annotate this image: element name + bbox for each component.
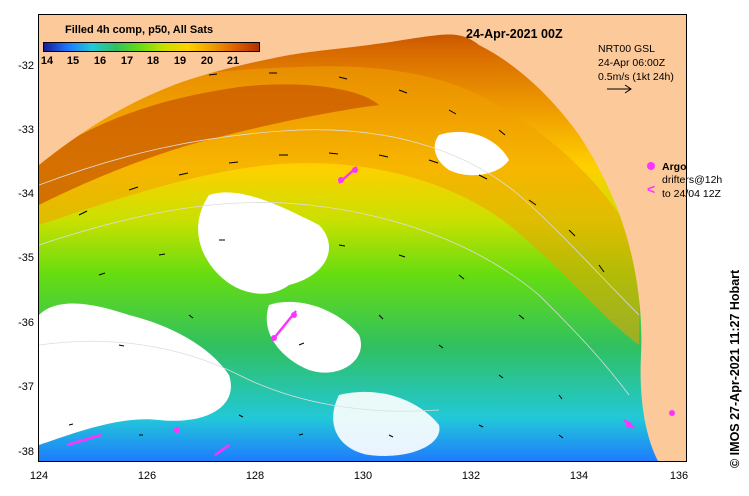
- land-mask: [39, 15, 686, 461]
- colorbar-label: 17: [120, 55, 134, 67]
- colorbar-label: 16: [93, 55, 107, 67]
- lat-tick-label: -36: [18, 317, 34, 329]
- contour-line: [39, 129, 640, 316]
- lat-tick-label: -37: [18, 381, 34, 393]
- drifter-track: [66, 433, 102, 447]
- cloud-gap-center: [198, 192, 329, 294]
- sst-field: [39, 15, 686, 461]
- cloud-gap-east: [434, 131, 509, 176]
- argo-legend-label: Argo: [662, 161, 687, 173]
- lon-tick-label: 128: [245, 470, 265, 482]
- drifter-legend-label: drifters@12h: [662, 174, 723, 186]
- argo-float: [669, 410, 675, 416]
- drifter-legend-label: to 24/04 12Z: [662, 188, 721, 200]
- model-time: 24-Apr 06:00Z: [598, 57, 666, 69]
- colorbar-label: 20: [200, 55, 214, 67]
- drifter-track: [214, 443, 230, 457]
- colorbar: [43, 42, 260, 52]
- drifter-tracks: [66, 166, 635, 457]
- contour-line: [39, 340, 440, 412]
- lon-tick-label: 136: [669, 470, 689, 482]
- lon-tick-label: 134: [569, 470, 589, 482]
- lat-tick-label: -32: [18, 60, 34, 72]
- colorbar-label: 18: [146, 55, 160, 67]
- drifter-track: [623, 419, 635, 429]
- sst-map: [38, 14, 687, 462]
- lon-tick-label: 126: [137, 470, 157, 482]
- hot-band: [39, 84, 379, 205]
- map-title: 24-Apr-2021 00Z: [466, 27, 563, 41]
- cloud-gap-west: [39, 303, 231, 445]
- lat-tick-label: -35: [18, 252, 34, 264]
- lon-tick-label: 124: [29, 470, 49, 482]
- argo-legend-icon: [647, 162, 655, 170]
- model-name: NRT00 GSL: [598, 43, 655, 55]
- lon-tick-label: 130: [353, 470, 373, 482]
- lat-tick-label: -33: [18, 124, 34, 136]
- lon-tick-label: 132: [461, 470, 481, 482]
- vector-scale: 0.5m/s (1kt 24h): [598, 71, 674, 83]
- drifter-track: [338, 166, 358, 184]
- drifter-track: [274, 310, 297, 338]
- colorbar-label: 21: [226, 55, 240, 67]
- current-arrows: [68, 72, 605, 439]
- colorbar-label: 19: [173, 55, 187, 67]
- credit-text: © IMOS 27-Apr-2021 11:27 Hobart: [728, 269, 742, 468]
- colorbar-label: 14: [40, 55, 54, 67]
- argo-float: [174, 427, 180, 433]
- colorbar-title: Filled 4h comp, p50, All Sats: [65, 24, 214, 36]
- contour-line: [39, 201, 630, 396]
- lat-tick-label: -38: [18, 446, 34, 458]
- lat-tick-label: -34: [18, 188, 34, 200]
- drifter-legend-icon: <: [647, 181, 656, 197]
- cloud-gap-south: [333, 391, 440, 456]
- colorbar-label: 15: [66, 55, 80, 67]
- reference-arrow-icon: [607, 84, 632, 94]
